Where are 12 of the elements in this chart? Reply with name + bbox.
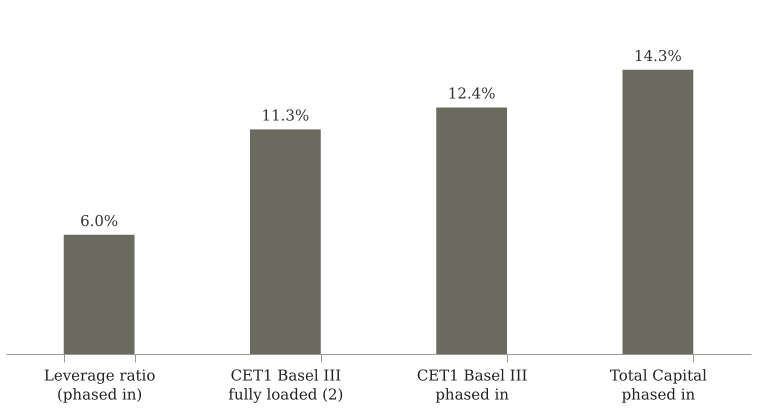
bar <box>250 129 321 354</box>
bar <box>436 108 508 354</box>
data-label: 11.3% <box>262 106 310 124</box>
x-tick-label: CET1 Basel III phased in <box>416 366 528 404</box>
data-label: 14.3% <box>634 46 682 65</box>
x-tick-label: CET1 Basel III fully loaded (2) <box>228 366 344 404</box>
x-tick-label: Leverage ratio (phased in) <box>44 366 156 404</box>
data-label: 6.0% <box>80 212 118 230</box>
data-label: 12.4% <box>448 84 496 103</box>
x-tick-label: Total Capital phased in <box>610 366 708 404</box>
bar <box>64 234 135 354</box>
bar <box>622 70 694 354</box>
